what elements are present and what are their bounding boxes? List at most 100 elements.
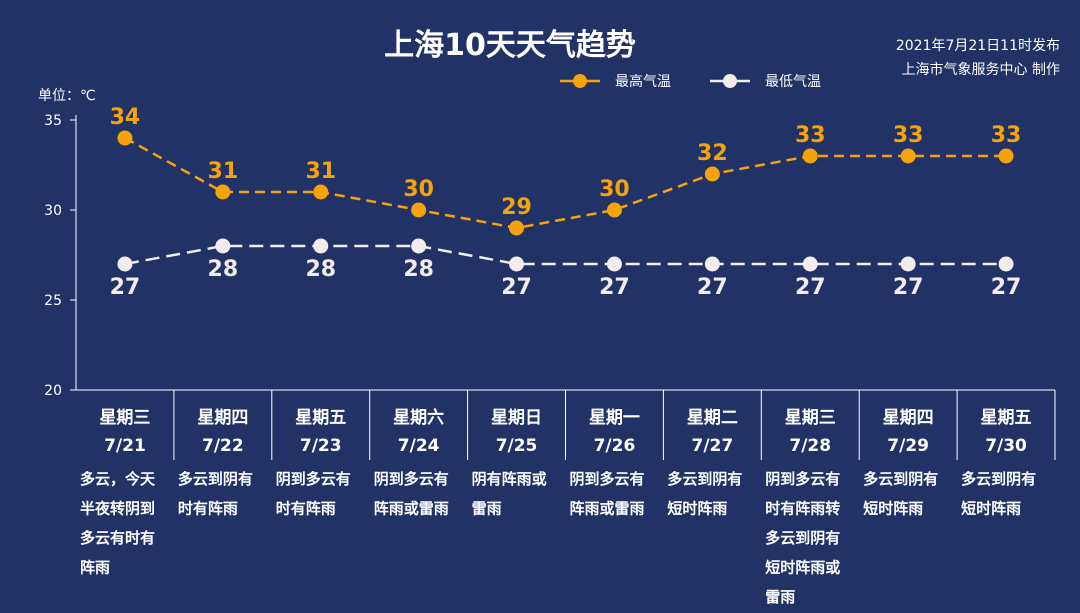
weather-description: 多云到阴有 (667, 470, 742, 488)
data-label-low: 28 (208, 257, 239, 282)
data-label-low: 27 (795, 275, 826, 300)
legend-marker-low (723, 74, 737, 88)
weather-description: 时有阵雨 (276, 500, 336, 518)
weather-description: 雷雨 (765, 588, 795, 606)
data-label-low: 27 (110, 275, 141, 300)
data-label-low: 27 (991, 275, 1022, 300)
weather-description: 阴到多云有 (765, 470, 840, 488)
point-high (704, 166, 720, 182)
weather-description: 多云到阴有 (863, 470, 938, 488)
point-low (215, 238, 231, 254)
weather-description: 阵雨或雷雨 (570, 500, 645, 518)
weather-description: 阴有阵雨或 (472, 470, 547, 488)
series-line-low (124, 244, 1007, 266)
weekday-label: 星期三 (785, 408, 836, 428)
series-line-high (124, 136, 1007, 230)
date-label: 7/27 (691, 436, 733, 456)
publish-info: 2021年7月21日11时发布 上海市气象服务中心 制作 (896, 34, 1060, 82)
weekday-label: 星期一 (589, 408, 640, 428)
point-low (900, 256, 916, 272)
publish-time: 2021年7月21日11时发布 (895, 38, 1060, 54)
data-label-high: 31 (208, 159, 239, 184)
weather-description: 短时阵雨 (863, 500, 923, 518)
weather-description: 短时阵雨 (667, 500, 727, 518)
weather-description: 短时阵雨 (961, 500, 1021, 518)
weather-description: 多云到阴有 (961, 470, 1036, 488)
data-label-low: 28 (305, 257, 336, 282)
point-low (802, 256, 818, 272)
point-high (900, 148, 916, 164)
date-label: 7/25 (496, 436, 538, 456)
data-label-high: 29 (501, 195, 532, 220)
legend-marker-high (573, 74, 587, 88)
y-axis-label: 单位：℃ (38, 88, 96, 104)
point-high (313, 184, 329, 200)
point-high (117, 130, 133, 146)
weekday-label: 星期二 (687, 408, 738, 428)
weather-description: 阴到多云有 (276, 470, 351, 488)
data-label-high: 33 (795, 123, 826, 148)
point-high (215, 184, 231, 200)
y-tick-label: 30 (44, 203, 62, 219)
weekday-label: 星期五 (981, 408, 1032, 428)
weather-description: 阵雨 (80, 559, 110, 577)
date-label: 7/23 (300, 436, 342, 456)
weather-description: 阵雨或雷雨 (374, 500, 449, 518)
date-label: 7/22 (202, 436, 244, 456)
weekday-label: 星期三 (99, 408, 150, 428)
point-low (313, 238, 329, 254)
point-low (411, 238, 427, 254)
point-low (606, 256, 622, 272)
point-high (411, 202, 427, 218)
point-high (998, 148, 1014, 164)
point-low (704, 256, 720, 272)
point-high (509, 220, 525, 236)
date-label: 7/21 (104, 436, 146, 456)
y-tick-label: 20 (44, 383, 62, 399)
weather-description: 多云，今天 (80, 470, 156, 488)
point-low (998, 256, 1014, 272)
data-label-high: 34 (110, 105, 141, 130)
publisher: 上海市气象服务中心 制作 (901, 62, 1060, 78)
chart-title: 上海10天天气趋势 (384, 28, 636, 63)
weather-description: 多云到阴有 (765, 529, 840, 547)
data-label-high: 32 (697, 141, 728, 166)
weather-description: 雷雨 (472, 500, 502, 518)
data-label-high: 30 (403, 177, 434, 202)
data-label-low: 27 (697, 275, 728, 300)
point-low (509, 256, 525, 272)
data-label-low: 28 (403, 257, 434, 282)
data-label-high: 31 (305, 159, 336, 184)
weekday-label: 星期六 (393, 407, 444, 428)
weather-description: 多云到阴有 (178, 470, 253, 488)
data-label-low: 27 (501, 275, 532, 300)
weekday-label: 星期五 (295, 408, 346, 428)
weather-description: 多云有时有 (80, 529, 155, 547)
date-label: 7/29 (887, 436, 929, 456)
date-label: 7/30 (985, 436, 1027, 456)
legend-label-high: 最高气温 (615, 73, 671, 90)
weekday-label: 星期四 (197, 408, 248, 428)
weather-description: 阴到多云有 (374, 470, 449, 488)
data-label-low: 27 (893, 275, 924, 300)
point-high (802, 148, 818, 164)
data-label-low: 27 (599, 275, 630, 300)
weather-description: 阴到多云有 (570, 470, 645, 488)
weather-description: 短时阵雨或 (765, 559, 840, 577)
date-label: 7/28 (789, 436, 831, 456)
y-tick-label: 25 (44, 293, 62, 309)
date-label: 7/24 (398, 436, 440, 456)
data-label-high: 30 (599, 177, 630, 202)
weather-description: 时有阵雨转 (765, 500, 840, 518)
data-label-high: 33 (893, 123, 924, 148)
point-high (606, 202, 622, 218)
y-tick-label: 35 (44, 113, 62, 129)
date-label: 7/26 (594, 436, 636, 456)
weather-description: 半夜转阴到 (80, 500, 155, 518)
weekday-label: 星期日 (491, 408, 542, 428)
weather-description: 时有阵雨 (178, 500, 238, 518)
point-low (117, 256, 133, 272)
legend-label-low: 最低气温 (765, 74, 821, 90)
data-label-high: 33 (991, 123, 1022, 148)
